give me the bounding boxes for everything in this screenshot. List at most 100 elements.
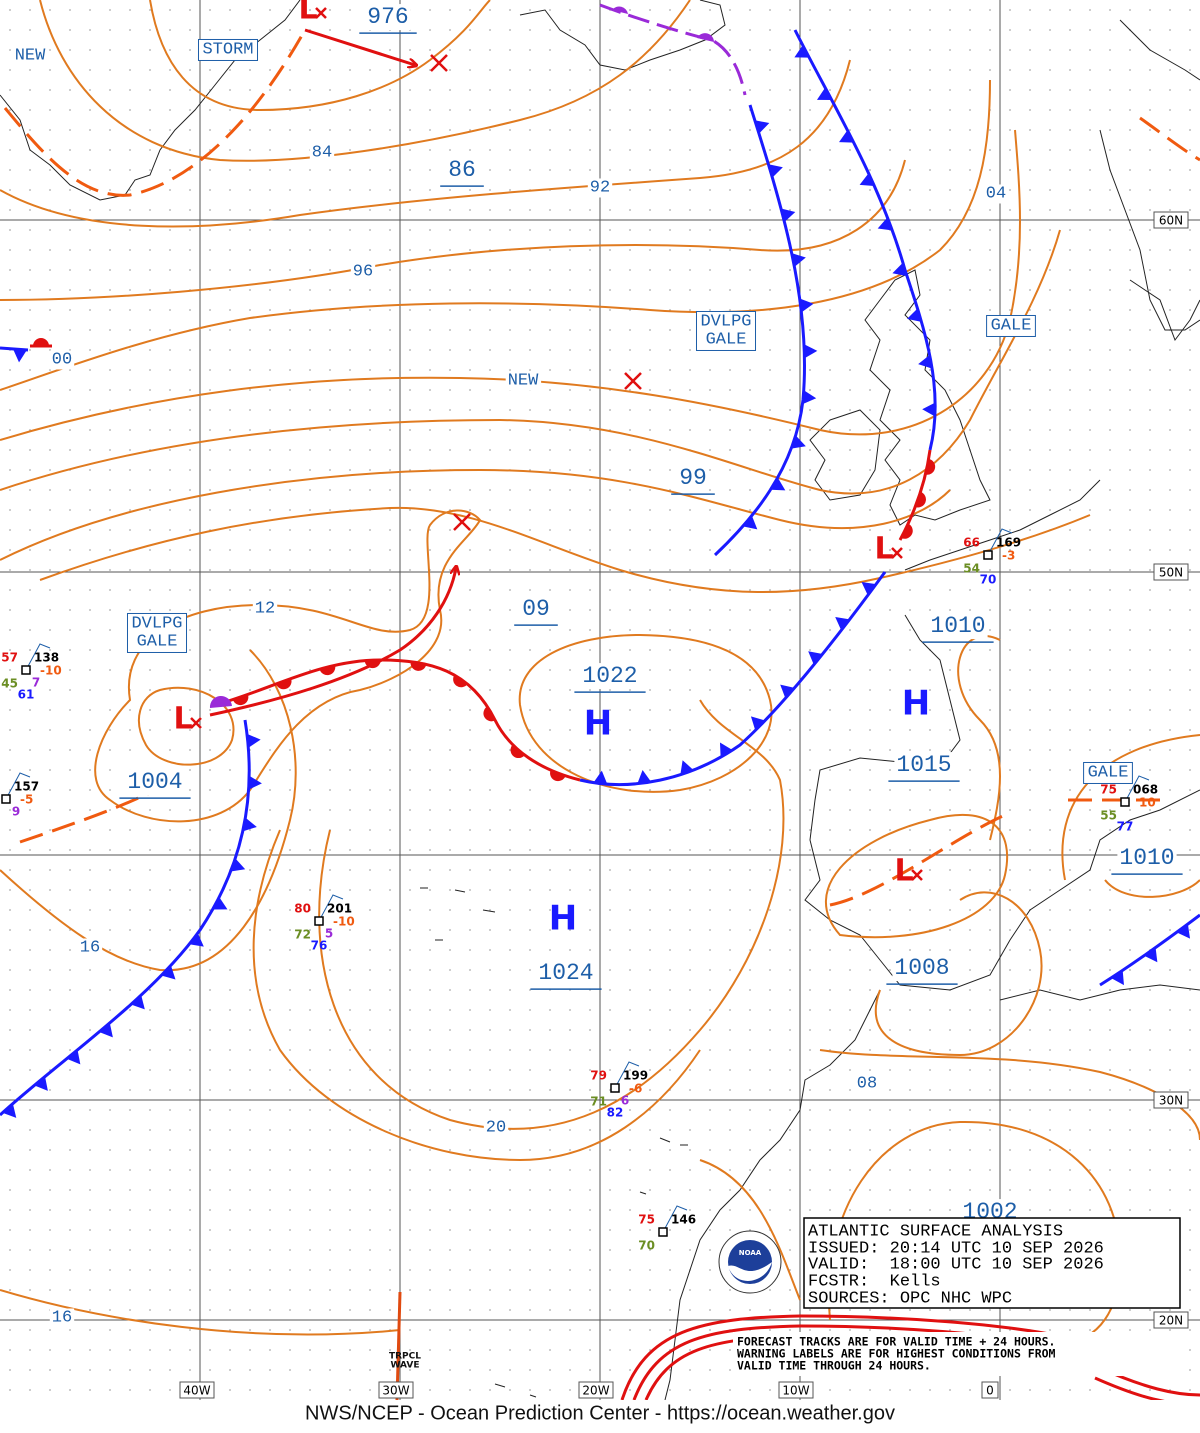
trough — [1139, 116, 1200, 162]
cold-front-pip — [835, 616, 850, 631]
warm-front-pip — [510, 744, 525, 759]
cold-front-pip — [1176, 924, 1191, 939]
wind-barb — [318, 894, 344, 922]
cold-front — [713, 104, 807, 557]
lon-label: 40W — [183, 1384, 210, 1398]
station-tendency: -10 — [333, 915, 355, 929]
low-x — [190, 717, 202, 729]
lon-label: 0 — [986, 1384, 994, 1398]
new-label-bg — [12, 46, 49, 66]
tropical-wave-label: WAVE — [391, 1361, 420, 1371]
cold-front-pip — [1144, 947, 1158, 963]
warning-box — [197, 38, 259, 61]
station-cloud: 6 — [621, 1094, 629, 1108]
isobar-label: 84 — [312, 143, 332, 162]
isobar — [0, 229, 1061, 495]
isobar-label-bg — [309, 143, 335, 163]
isobar-label-bg — [252, 599, 278, 619]
warm-front-pip — [483, 706, 496, 722]
isobar-label-bg — [892, 955, 952, 982]
footer: NWS/NCEP - Ocean Prediction Center - htt… — [305, 1402, 895, 1424]
cold-front-pip — [742, 515, 758, 530]
isobar — [819, 1049, 1200, 1141]
isobar-label-bg — [49, 1308, 75, 1328]
low-x — [911, 869, 923, 881]
warm-front-pip — [901, 523, 913, 539]
trough — [599, 3, 747, 96]
info-box — [803, 1217, 1181, 1309]
logo: NOAA — [718, 1230, 782, 1294]
isobar-label-bg — [520, 596, 552, 623]
cold-front-pip — [768, 164, 783, 178]
wind-barb — [5, 772, 31, 800]
station-cloud: 9 — [12, 805, 20, 819]
forecast-x — [624, 372, 642, 390]
cold-front-pip — [799, 298, 814, 313]
station-tendency: 10 — [1139, 796, 1156, 810]
low-center: L — [298, 0, 317, 27]
cold-front-pip — [918, 354, 933, 369]
warning-label: GALE — [706, 330, 747, 349]
station-air-temp: 66 — [963, 536, 980, 550]
info-sources: SOURCES: OPC NHC WPC — [808, 1289, 1012, 1308]
station-tendency: -3 — [1002, 549, 1015, 563]
note-line: FORECAST TRACKS ARE FOR VALID TIME + 24 … — [737, 1335, 1056, 1349]
isobar-label: 976 — [367, 4, 408, 30]
low-center: L — [173, 702, 192, 737]
station-pressure: 138 — [34, 651, 59, 665]
station-symbol — [21, 665, 31, 675]
cold-front-pip — [861, 582, 877, 596]
warm-front-pip — [33, 338, 49, 346]
isobar-label: 04 — [986, 184, 1006, 203]
lat-box — [1153, 1311, 1189, 1329]
low-x — [891, 547, 903, 559]
lat-box — [1153, 563, 1189, 581]
cold-front-pip — [804, 344, 818, 359]
lat-label: 20N — [1159, 1314, 1183, 1328]
station-sea-temp: 82 — [607, 1106, 624, 1120]
cold-front-pip — [780, 208, 796, 223]
isobar-label: 16 — [52, 1308, 72, 1327]
low-center: L — [874, 532, 893, 567]
new-label: NEW — [508, 371, 539, 390]
isobar-label: 92 — [590, 178, 610, 197]
station-symbol — [314, 916, 324, 926]
lat-label: 50N — [1159, 566, 1183, 580]
warning-label: STORM — [202, 40, 253, 59]
station-sea-temp: 70 — [980, 573, 997, 587]
isobar-label: 86 — [448, 157, 476, 183]
cold-front-pip — [794, 45, 810, 58]
cold-front-pip — [802, 390, 817, 405]
isobar — [149, 0, 491, 112]
tropical-wave-label: TRPCL — [389, 1352, 421, 1362]
lat-label: 30N — [1159, 1094, 1183, 1108]
isobar — [39, 0, 691, 162]
station-dew-point: 71 — [590, 1095, 607, 1109]
lat-box — [1153, 1091, 1189, 1109]
graticule — [0, 0, 1200, 1400]
lat-label: 60N — [1159, 214, 1183, 228]
cold-front-pip — [859, 173, 875, 186]
cold-front-pip — [242, 817, 257, 832]
cold-front-pip — [877, 217, 893, 231]
cold-front-pip — [839, 130, 854, 143]
warm-front-pip — [276, 678, 292, 690]
lon-box — [981, 1381, 999, 1399]
cold-front-pip — [816, 87, 832, 100]
cold-front-pip — [66, 1049, 81, 1065]
isobar — [0, 59, 851, 228]
cold-front-pip — [12, 348, 27, 363]
storm-track — [304, 28, 415, 65]
warm-front-pip — [410, 661, 427, 671]
forecast-positions — [430, 54, 642, 531]
cold-front-pip — [780, 684, 795, 699]
warning-label: GALE — [1088, 763, 1129, 782]
wind-barb — [987, 528, 1013, 556]
isobar — [137, 686, 235, 766]
station-dew-point: 54 — [963, 562, 980, 576]
cold-front-pip — [2, 1103, 17, 1118]
cold-front-pip — [212, 897, 228, 910]
isobar-label-bg — [928, 613, 988, 640]
isobar-label: 96 — [353, 262, 373, 281]
storm-track — [209, 568, 456, 717]
